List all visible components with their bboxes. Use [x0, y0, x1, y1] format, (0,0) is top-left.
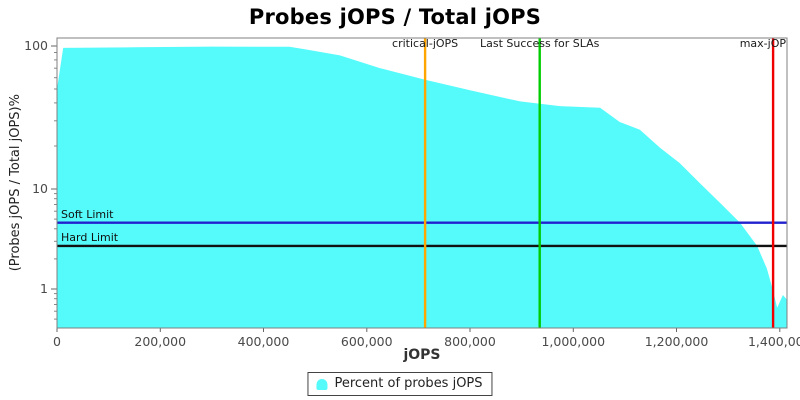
- plot-border: [56, 37, 788, 329]
- y-tick-label: 10: [32, 181, 48, 197]
- chart-title: Probes jOPS / Total jOPS: [248, 5, 542, 29]
- area-series: [57, 46, 787, 328]
- legend: Percent of probes jOPS: [307, 372, 493, 396]
- y-axis-title-text: (Probes jOPS / Total jOPS)%: [7, 94, 23, 272]
- hard-limit-label: Hard Limit: [61, 230, 119, 244]
- x-tick-label: 1,000,000: [541, 334, 606, 349]
- y-axis-title: (Probes jOPS / Total jOPS)%: [2, 38, 28, 328]
- x-tick-label: 200,000: [134, 334, 187, 349]
- max-jops-label: max-jOP: [739, 37, 786, 50]
- x-axis-title: jOPS: [403, 347, 441, 363]
- y-tick-label: 1: [40, 281, 48, 297]
- soft-limit-label: Soft Limit: [61, 207, 114, 221]
- x-tick-label: 0: [53, 334, 61, 349]
- x-tick-label: 1,400,000: [747, 334, 800, 349]
- legend-label: Percent of probes jOPS: [334, 376, 483, 391]
- x-tick-label: 600,000: [340, 334, 393, 349]
- y-tick-label: 100: [24, 38, 48, 54]
- x-tick-label: 800,000: [444, 334, 496, 349]
- last-success-slas-label: Last Success for SLAs: [479, 37, 600, 50]
- critical-jops-label: critical-jOPS: [392, 37, 459, 50]
- legend-area-swatch-icon: [316, 378, 328, 390]
- x-tick-label: 400,000: [237, 334, 290, 349]
- x-tick-label: 1,200,000: [644, 334, 709, 349]
